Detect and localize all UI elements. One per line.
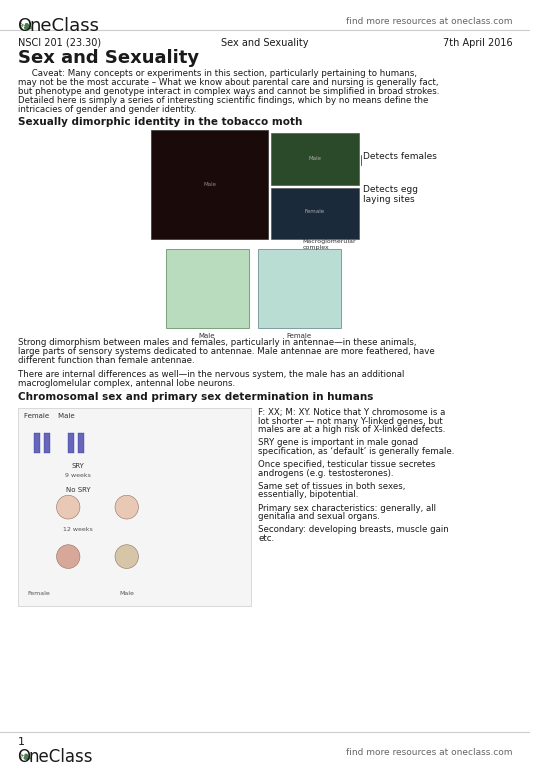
Bar xyxy=(34,433,40,453)
Text: large parts of sensory systems dedicated to antennae. Male antennae are more fea: large parts of sensory systems dedicated… xyxy=(17,347,434,356)
Text: Detects egg
laying sites: Detects egg laying sites xyxy=(363,185,418,204)
Text: There are internal differences as well—in the nervous system, the male has an ad: There are internal differences as well—i… xyxy=(17,370,404,379)
Text: Chromosomal sex and primary sex determination in humans: Chromosomal sex and primary sex determin… xyxy=(17,393,373,403)
Text: ❧: ❧ xyxy=(17,749,33,768)
Text: Male: Male xyxy=(199,333,215,339)
Circle shape xyxy=(57,495,80,519)
Text: Sex and Sexuality: Sex and Sexuality xyxy=(17,49,199,68)
Circle shape xyxy=(115,544,138,568)
Circle shape xyxy=(57,544,80,568)
Bar xyxy=(271,188,358,239)
Text: O: O xyxy=(17,748,30,766)
Text: essentially, bipotential.: essentially, bipotential. xyxy=(258,490,358,500)
Text: O: O xyxy=(17,17,32,35)
Text: SRY gene is important in male gonad: SRY gene is important in male gonad xyxy=(258,438,418,447)
Bar xyxy=(68,433,74,453)
Text: neClass: neClass xyxy=(28,748,93,766)
Text: ❧: ❧ xyxy=(17,18,34,37)
Text: Detects females: Detects females xyxy=(363,152,436,161)
Text: Strong dimorphism between males and females, particularly in antennae—in these a: Strong dimorphism between males and fema… xyxy=(17,338,416,347)
Text: but phenotype and genotype interact in complex ways and cannot be simplified in : but phenotype and genotype interact in c… xyxy=(17,87,439,96)
Text: Male: Male xyxy=(119,591,134,596)
Text: Female    Male: Female Male xyxy=(24,413,75,419)
Bar xyxy=(78,433,84,453)
Text: specification, as ‘default’ is generally female.: specification, as ‘default’ is generally… xyxy=(258,447,455,456)
Text: Macroglomerular
complex: Macroglomerular complex xyxy=(302,239,356,250)
Bar xyxy=(44,433,50,453)
Text: find more resources at oneclass.com: find more resources at oneclass.com xyxy=(346,17,513,26)
Text: find more resources at oneclass.com: find more resources at oneclass.com xyxy=(346,748,513,758)
Bar xyxy=(17,408,251,606)
Text: Female: Female xyxy=(28,591,51,596)
Circle shape xyxy=(115,495,138,519)
Text: Same set of tissues in both sexes,: Same set of tissues in both sexes, xyxy=(258,482,406,491)
Text: 7th April 2016: 7th April 2016 xyxy=(443,38,513,48)
Text: males are at a high risk of X-linked defects.: males are at a high risk of X-linked def… xyxy=(258,425,446,434)
Text: different function than female antennae.: different function than female antennae. xyxy=(17,356,194,365)
Text: intricacies of gender and gender identity.: intricacies of gender and gender identit… xyxy=(17,105,196,114)
Text: Male: Male xyxy=(203,182,216,187)
Text: Sexually dimorphic identity in the tobacco moth: Sexually dimorphic identity in the tobac… xyxy=(17,117,302,126)
Bar xyxy=(271,133,358,185)
Text: Caveat: Many concepts or experiments in this section, particularly pertaining to: Caveat: Many concepts or experiments in … xyxy=(17,69,417,79)
Text: Detailed here is simply a series of interesting scientific findings, which by no: Detailed here is simply a series of inte… xyxy=(17,96,428,105)
Text: NSCI 201 (23.30): NSCI 201 (23.30) xyxy=(17,38,101,48)
Text: neClass: neClass xyxy=(29,17,99,35)
Text: etc.: etc. xyxy=(258,534,274,543)
Text: Primary sex characteristics: generally, all: Primary sex characteristics: generally, … xyxy=(258,504,436,513)
Text: may not be the most accurate – What we know about parental care and nursing is g: may not be the most accurate – What we k… xyxy=(17,78,438,87)
Text: genitalia and sexual organs.: genitalia and sexual organs. xyxy=(258,512,380,521)
Text: lot shorter — not many Y-linked genes, but: lot shorter — not many Y-linked genes, b… xyxy=(258,417,443,426)
Text: Female: Female xyxy=(287,333,312,339)
Text: Sex and Sexuality: Sex and Sexuality xyxy=(221,38,309,48)
Text: Once specified, testicular tissue secretes: Once specified, testicular tissue secret… xyxy=(258,460,436,469)
Text: macroglomelular complex, antennal lobe neurons.: macroglomelular complex, antennal lobe n… xyxy=(17,379,234,387)
Text: F: XX; M: XY. Notice that Y chromosome is a: F: XX; M: XY. Notice that Y chromosome i… xyxy=(258,408,446,417)
Text: 12 weeks: 12 weeks xyxy=(63,527,93,532)
Text: androgens (e.g. testosterones).: androgens (e.g. testosterones). xyxy=(258,469,394,477)
Text: Secondary: developing breasts, muscle gain: Secondary: developing breasts, muscle ga… xyxy=(258,525,449,534)
Bar xyxy=(151,130,268,239)
Text: 1: 1 xyxy=(17,737,24,747)
Bar xyxy=(166,249,249,328)
Text: No SRY: No SRY xyxy=(66,487,90,494)
Text: Female: Female xyxy=(305,209,325,214)
Text: Male: Male xyxy=(308,156,322,161)
Text: SRY: SRY xyxy=(72,463,84,469)
Bar xyxy=(258,249,341,328)
Text: 9 weeks: 9 weeks xyxy=(65,473,91,477)
